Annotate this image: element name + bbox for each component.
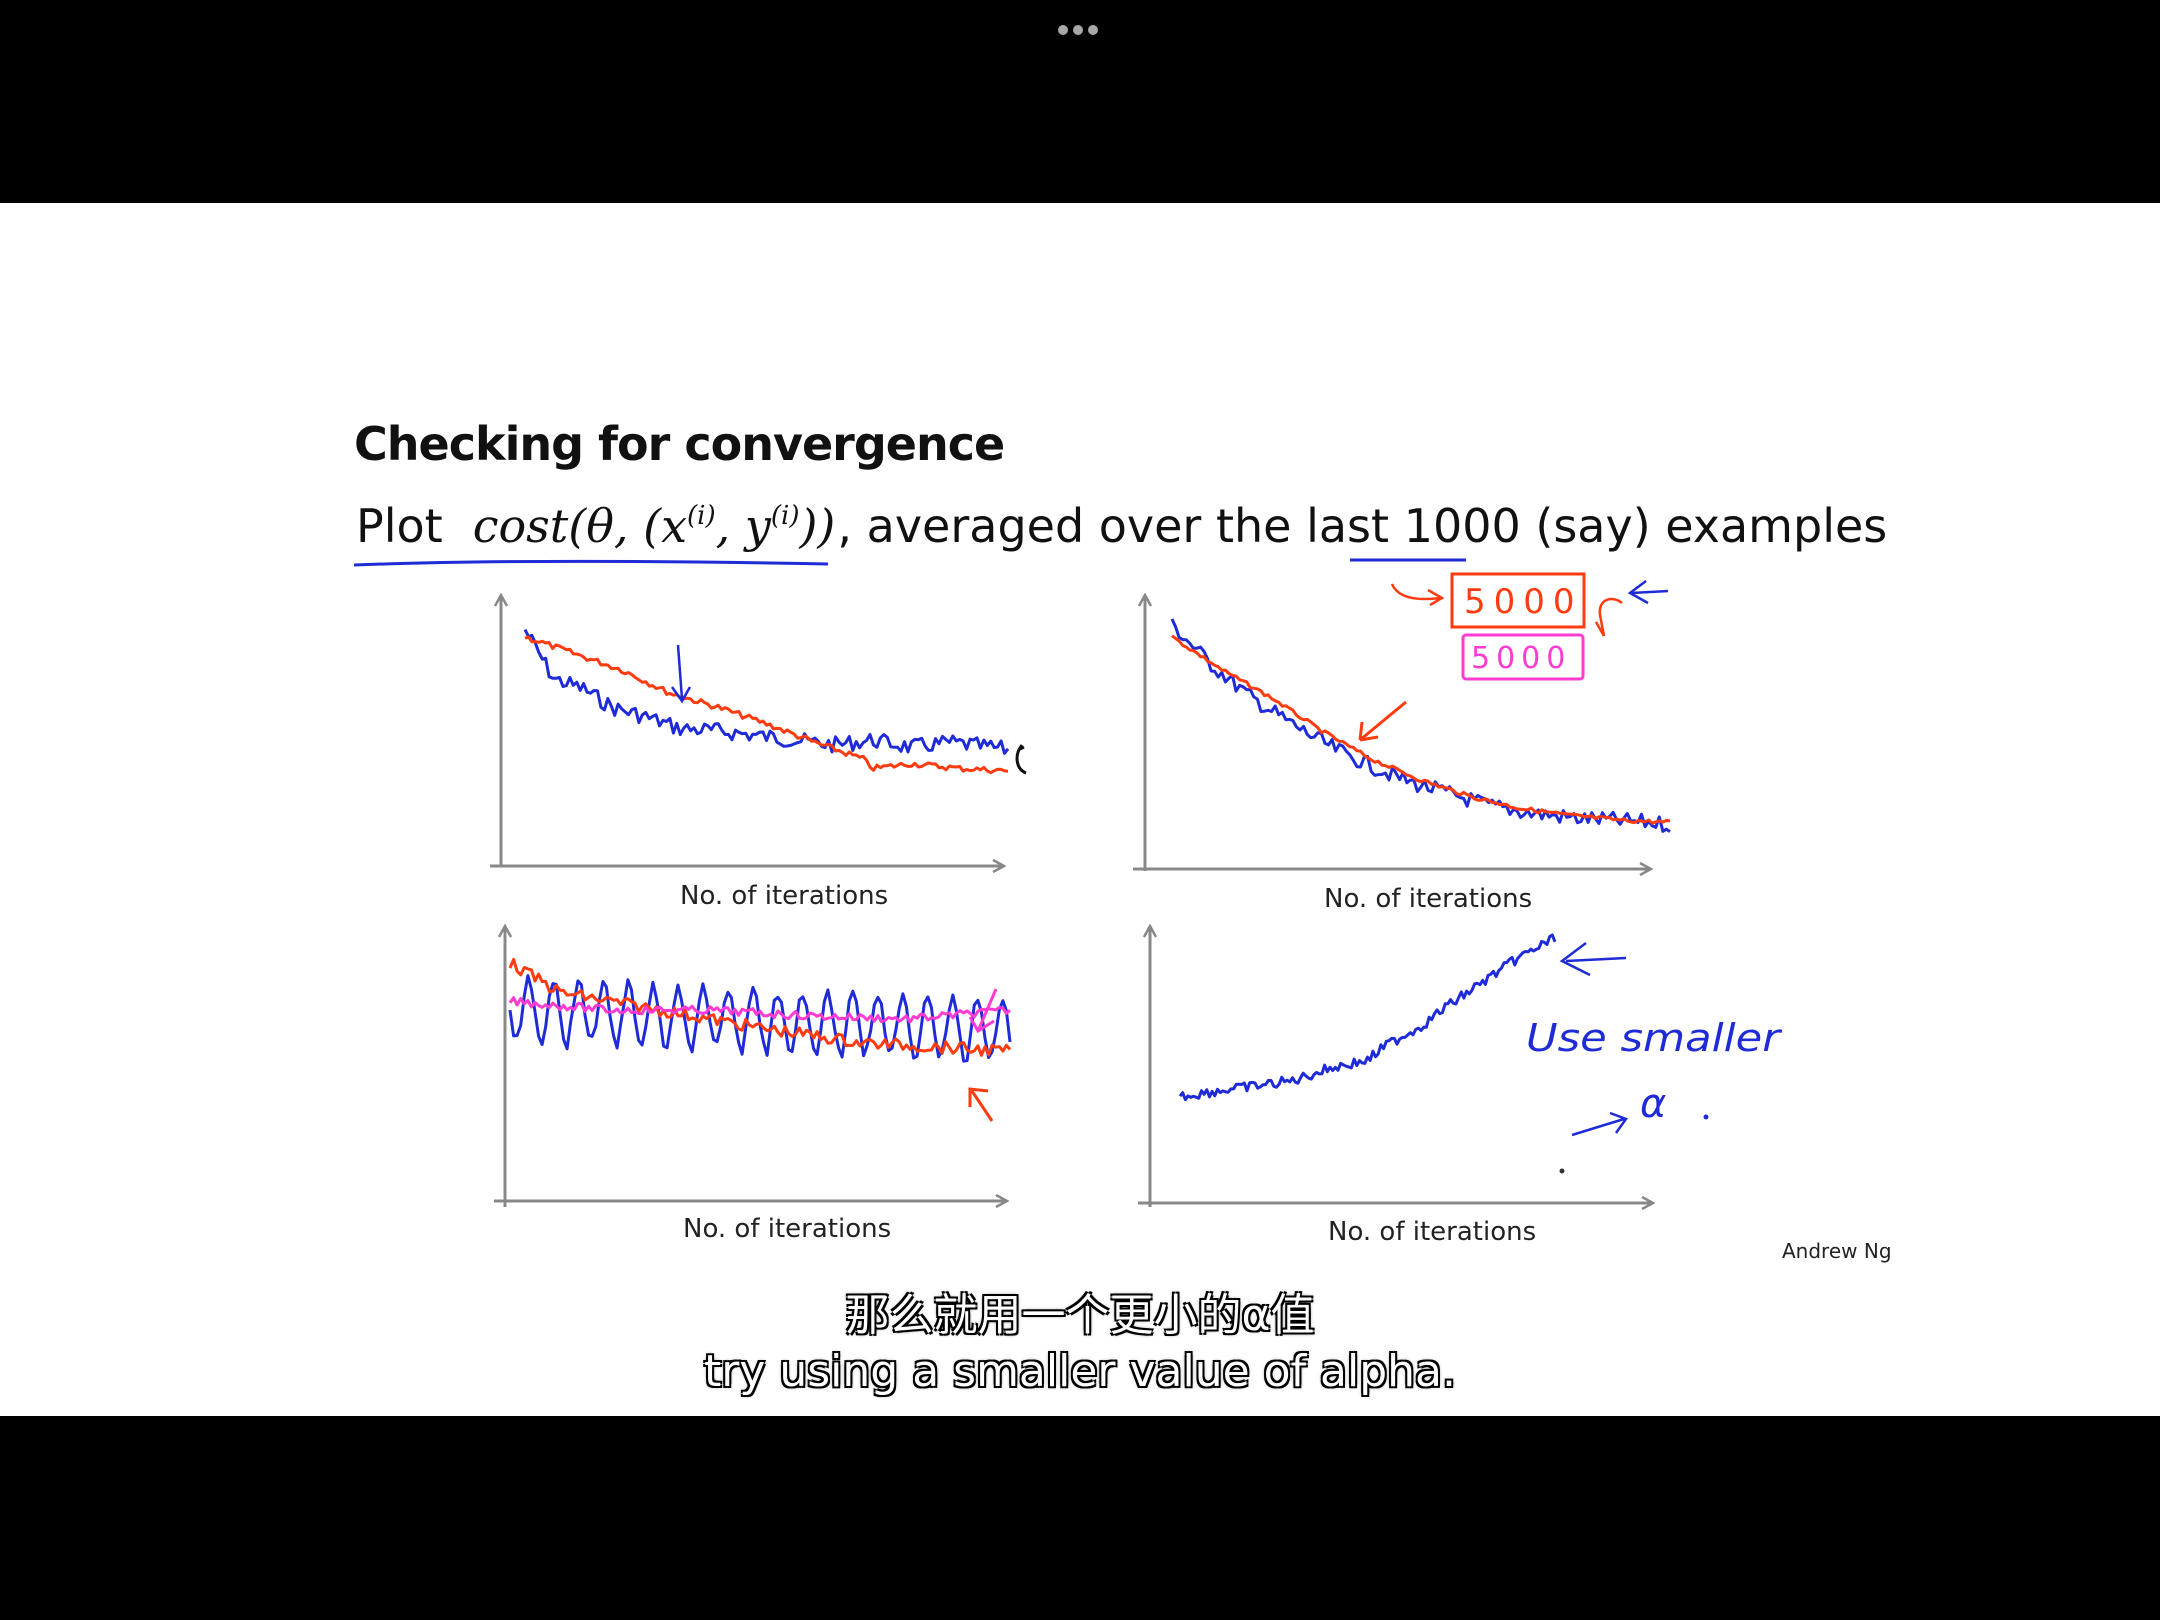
chart4-xlabel: No. of iterations [1328,1217,1536,1247]
alpha-symbol: α [1640,1081,1666,1127]
use-smaller-note: Use smaller [1526,1016,1783,1060]
chart1-series-2 [524,635,1009,775]
red-box-value: 5000 [1464,582,1583,622]
chart2-series-2 [1171,634,1671,825]
chart-axes-2 [1133,596,1650,871]
plot-statement: Plot cost(θ, (x(i), y(i))), averaged over… [356,499,1887,553]
chart3-series-3 [508,996,1011,1024]
pink-box [1461,633,1585,681]
formula-underline [353,559,829,567]
red-arrow-icon [1358,700,1407,742]
cursor-icon [1015,744,1027,775]
chart2-series-1 [1170,618,1671,833]
pink-box-value: 5000 [1471,641,1571,676]
more-options-icon[interactable] [1058,20,1104,35]
chart2-xlabel: No. of iterations [1324,884,1532,914]
alpha-arrow-icon [1571,1111,1628,1137]
chart3-xlabel: No. of iterations [683,1214,891,1244]
example-count: 1000 [1403,499,1521,553]
subtitle-english: try using a smaller value of alpha. [703,1346,1457,1397]
blue-left-arrow-icon [1627,580,1669,605]
slide: Checking for convergence Plot cost(θ, (x(… [0,203,2160,1416]
pink-arrow-icon [968,988,998,1034]
chart-axes-1 [490,596,1003,867]
red-box [1450,572,1586,629]
figures: No. of iterations No. of iterations No. … [353,558,1783,1247]
dot-mark [1559,1168,1565,1174]
slide-title: Checking for convergence [354,417,1005,471]
chart1-series-1 [523,628,1010,755]
divergence-arrow-icon [1559,942,1627,977]
cost-formula: cost(θ, (x(i), y(i))) [472,499,836,553]
chart3-series-2 [508,957,1012,1057]
tail-text: (say) examples [1520,499,1888,553]
plot-word: Plot [356,499,443,553]
chart-series [508,618,1671,1102]
red-up-arrow-icon [968,1087,994,1122]
averaged-text: , averaged over the last [837,499,1404,553]
pointer-arrow-icon [670,644,692,704]
author-credit: Andrew Ng [1782,1239,1892,1263]
box-left-arrow-icon [1390,583,1445,607]
dot-mark [1703,1114,1709,1120]
subtitles: 那么就用一个更小的α值 try using a smaller value of… [0,1288,2160,1400]
chart-axes-4 [1138,927,1652,1207]
subtitle-chinese: 那么就用一个更小的α值 [845,1290,1315,1341]
chart-axes-3 [494,927,1006,1207]
box-right-arrow-icon [1594,597,1623,637]
chart1-xlabel: No. of iterations [680,881,888,911]
chart4-series-1 [1178,933,1557,1102]
